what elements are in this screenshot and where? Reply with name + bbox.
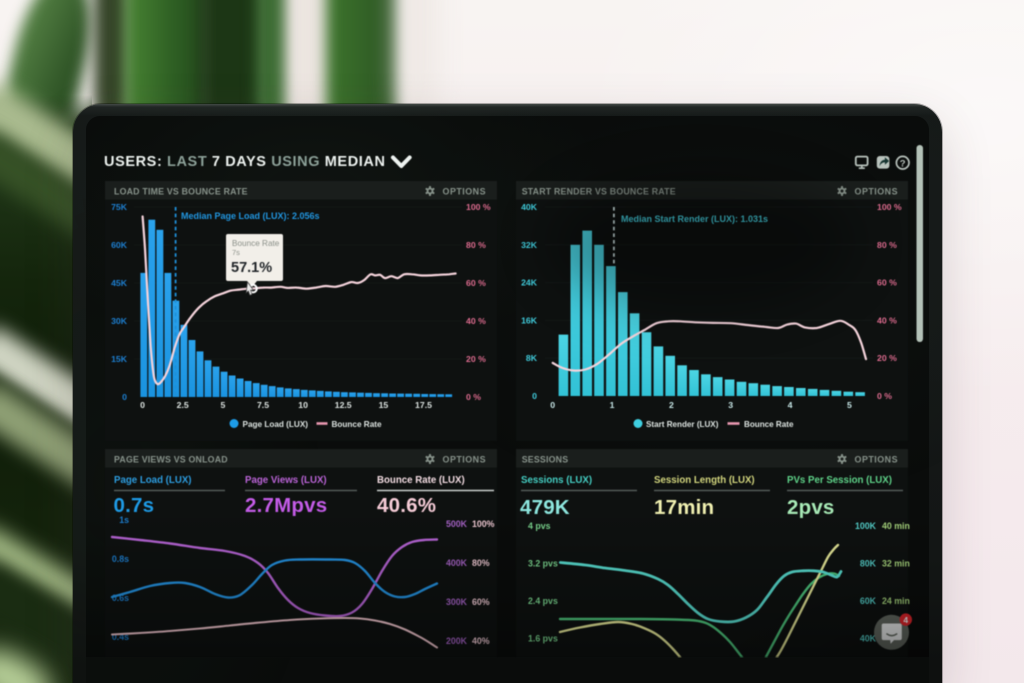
svg-text:Page Load (LUX): Page Load (LUX) [114, 475, 192, 486]
svg-text:100 %: 100 % [877, 202, 902, 212]
svg-text:40.6%: 40.6% [377, 494, 436, 517]
svg-text:10: 10 [298, 400, 308, 410]
svg-text:0: 0 [550, 400, 555, 410]
svg-text:100 %: 100 % [466, 202, 491, 212]
svg-text:40K: 40K [521, 202, 538, 212]
svg-text:60K: 60K [860, 596, 877, 606]
svg-text:2.7Mpvs: 2.7Mpvs [245, 494, 327, 517]
svg-text:32 min: 32 min [882, 558, 910, 568]
svg-text:60 %: 60 % [877, 278, 897, 288]
svg-text:Sessions (LUX): Sessions (LUX) [521, 475, 592, 486]
svg-text:Page Views (LUX): Page Views (LUX) [245, 475, 327, 486]
svg-text:2pvs: 2pvs [787, 496, 835, 519]
svg-text:5: 5 [220, 400, 225, 410]
svg-text:40 min: 40 min [882, 521, 910, 531]
svg-text:7s: 7s [232, 248, 240, 257]
svg-text:4: 4 [903, 615, 908, 625]
svg-text:OPTIONS: OPTIONS [443, 455, 486, 465]
svg-text:Median Page Load (LUX): 2.056s: Median Page Load (LUX): 2.056s [181, 211, 320, 221]
svg-text:Session Length (LUX): Session Length (LUX) [654, 475, 755, 486]
svg-text:20 %: 20 % [466, 354, 486, 364]
svg-text:4: 4 [788, 400, 793, 410]
svg-text:0.8s: 0.8s [112, 554, 129, 564]
svg-text:0: 0 [140, 400, 145, 410]
svg-text:Bounce Rate: Bounce Rate [332, 420, 382, 429]
svg-text:40 %: 40 % [877, 315, 897, 325]
svg-text:60 %: 60 % [466, 278, 486, 288]
svg-text:17min: 17min [654, 496, 714, 519]
svg-text:0 %: 0 % [466, 392, 481, 402]
svg-text:4 pvs: 4 pvs [528, 521, 551, 531]
svg-text:Start Render (LUX): Start Render (LUX) [646, 420, 719, 429]
svg-text:80 %: 80 % [877, 240, 897, 250]
svg-text:80K: 80K [860, 558, 877, 568]
svg-text:0 %: 0 % [877, 391, 892, 401]
svg-text:12.5: 12.5 [335, 400, 352, 410]
svg-text:2.4 pvs: 2.4 pvs [528, 596, 558, 606]
svg-text:8K: 8K [526, 353, 538, 363]
svg-text:USERS: LAST 7 DAYS USING MEDIA: USERS: LAST 7 DAYS USING MEDIAN [104, 154, 386, 170]
svg-text:400K: 400K [446, 558, 468, 568]
svg-text:60K: 60K [111, 240, 128, 250]
svg-text:0.6s: 0.6s [112, 593, 129, 603]
svg-text:200K: 200K [446, 636, 468, 646]
svg-text:45K: 45K [111, 278, 128, 288]
svg-text:32K: 32K [521, 240, 538, 250]
svg-text:100K: 100K [855, 521, 877, 531]
svg-text:0.7s: 0.7s [114, 494, 155, 517]
svg-text:2: 2 [669, 400, 674, 410]
svg-text:PVs Per Session (LUX): PVs Per Session (LUX) [787, 475, 892, 486]
svg-text:0: 0 [532, 391, 537, 401]
svg-text:1.6 pvs: 1.6 pvs [528, 634, 558, 644]
svg-text:40%: 40% [472, 636, 490, 646]
svg-text:SESSIONS: SESSIONS [522, 455, 569, 465]
svg-text:15K: 15K [111, 354, 128, 364]
svg-text:40K: 40K [860, 634, 877, 644]
svg-text:24 min: 24 min [882, 596, 910, 606]
svg-text:Page Load (LUX): Page Load (LUX) [243, 420, 309, 429]
svg-text:LOAD TIME VS BOUNCE RATE: LOAD TIME VS BOUNCE RATE [114, 187, 248, 197]
svg-text:80 %: 80 % [466, 240, 486, 250]
svg-text:Bounce Rate (LUX): Bounce Rate (LUX) [377, 475, 465, 486]
svg-text:40 %: 40 % [466, 316, 486, 326]
svg-text:3.2 pvs: 3.2 pvs [528, 558, 558, 568]
svg-text:479K: 479K [520, 496, 570, 519]
svg-text:15: 15 [379, 400, 389, 410]
svg-text:3: 3 [728, 400, 733, 410]
svg-text:57.1%: 57.1% [231, 260, 272, 276]
svg-text:80%: 80% [472, 558, 490, 568]
svg-text:24K: 24K [521, 278, 538, 288]
svg-text:OPTIONS: OPTIONS [443, 187, 486, 197]
svg-text:0: 0 [122, 392, 127, 402]
svg-text:Bounce Rate: Bounce Rate [232, 239, 280, 248]
svg-text:0.4s: 0.4s [112, 632, 129, 642]
svg-text:20 %: 20 % [877, 353, 897, 363]
svg-text:17.5: 17.5 [415, 400, 432, 410]
svg-text:OPTIONS: OPTIONS [855, 455, 898, 465]
svg-text:75K: 75K [111, 202, 128, 212]
svg-text:?: ? [900, 159, 906, 170]
svg-text:Bounce Rate: Bounce Rate [744, 420, 794, 429]
svg-text:500K: 500K [446, 519, 468, 529]
svg-text:300K: 300K [446, 597, 468, 607]
svg-text:30K: 30K [111, 316, 128, 326]
svg-text:2.5: 2.5 [177, 400, 189, 410]
svg-text:PAGE VIEWS VS ONLOAD: PAGE VIEWS VS ONLOAD [114, 455, 228, 465]
svg-text:100%: 100% [472, 519, 495, 529]
svg-text:60%: 60% [472, 597, 490, 607]
svg-text:1: 1 [610, 400, 615, 410]
svg-text:1s: 1s [119, 515, 129, 525]
svg-text:16K: 16K [521, 315, 538, 325]
svg-text:OPTIONS: OPTIONS [855, 187, 898, 197]
svg-text:5: 5 [847, 400, 852, 410]
svg-text:7.5: 7.5 [257, 400, 269, 410]
